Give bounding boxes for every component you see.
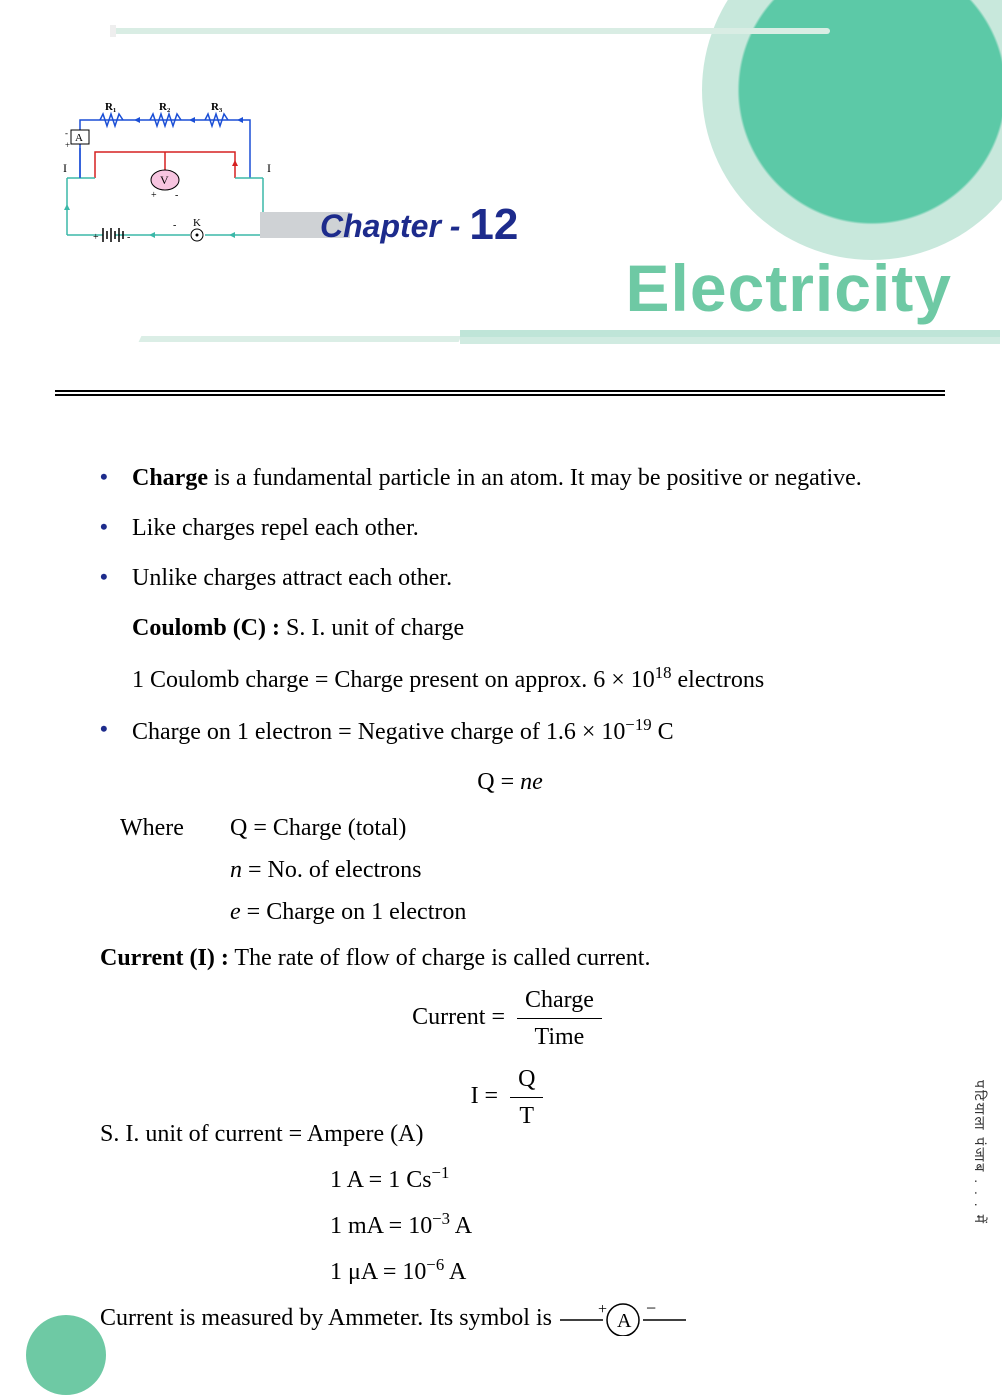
- svg-text:+: +: [151, 190, 157, 201]
- title-underline-left: [139, 336, 462, 342]
- equation-qne: Q = ne: [100, 764, 920, 800]
- page-corner-ornament: [26, 1315, 106, 1395]
- bullet-item: • Charge is a fundamental particle in an…: [100, 460, 920, 496]
- battery-plus: +: [93, 232, 99, 243]
- ammeter-line: Current is measured by Ammeter. Its symb…: [100, 1300, 920, 1336]
- corner-ornament: [702, 0, 1002, 260]
- coulomb-equation: 1 Coulomb charge = Charge present on app…: [132, 660, 920, 698]
- current-def: Current (I) : The rate of flow of charge…: [100, 940, 920, 976]
- equation-current-frac: Current = ChargeTime: [100, 982, 920, 1055]
- svg-text:K: K: [193, 217, 201, 229]
- bullet-item: • Charge on 1 electron = Negative charge…: [100, 712, 920, 750]
- ammeter-symbol-icon: A + −: [558, 1302, 688, 1336]
- svg-text:+: +: [598, 1302, 607, 1318]
- svg-text:R₃: R₃: [211, 101, 223, 113]
- chapter-band: Chapter - 12: [260, 200, 680, 250]
- where-block: WhereQ = Charge (total) n = No. of elect…: [120, 810, 920, 930]
- bullet-item: • Like charges repel each other.: [100, 510, 920, 546]
- circuit-diagram: + - K - R₁ R₂ R₃ A - +: [55, 100, 275, 250]
- svg-text:R₁: R₁: [105, 101, 116, 113]
- svg-text:I: I: [267, 161, 271, 175]
- battery-minus: -: [127, 232, 130, 243]
- chapter-label: Chapter - 12: [320, 200, 518, 250]
- content-body: • Charge is a fundamental particle in an…: [100, 460, 920, 1336]
- svg-text:V: V: [160, 173, 169, 187]
- svg-text:R₂: R₂: [159, 101, 171, 113]
- side-margin-text: पटियाला पंजाब . . . में: [971, 1080, 990, 1225]
- double-horizontal-rule: [55, 390, 945, 396]
- unit-line: 1 A = 1 Cs−1: [330, 1160, 920, 1198]
- svg-text:A: A: [75, 132, 83, 144]
- svg-text:-: -: [65, 128, 68, 138]
- title-underline: [460, 330, 1000, 344]
- chapter-title: Electricity: [626, 250, 953, 326]
- svg-text:I: I: [63, 161, 67, 175]
- svg-text:-: -: [173, 220, 176, 231]
- bullet-item: • Unlike charges attract each other.: [100, 560, 920, 596]
- unit-line: 1 mA = 10−3 A: [330, 1206, 920, 1244]
- svg-text:+: +: [65, 140, 70, 150]
- top-bar: [110, 28, 830, 34]
- svg-text:-: -: [175, 190, 178, 201]
- svg-text:A: A: [617, 1310, 632, 1332]
- unit-line: 1 μA = 10−6 A: [330, 1252, 920, 1290]
- svg-text:−: −: [646, 1302, 656, 1318]
- coulomb-def: Coulomb (C) : S. I. unit of charge: [132, 610, 920, 646]
